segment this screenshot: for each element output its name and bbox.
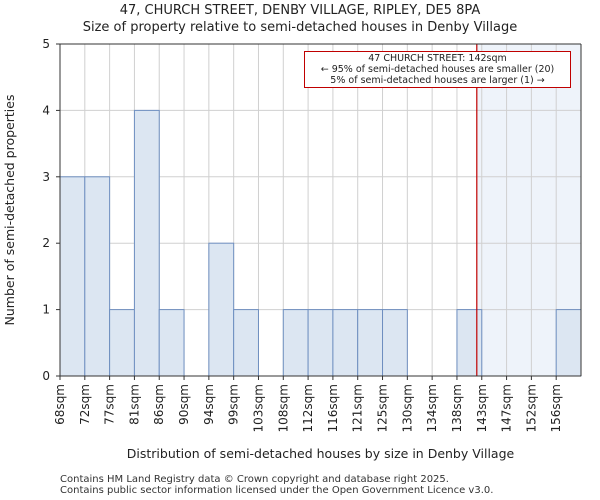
x-tick-label: 72sqm (78, 384, 92, 425)
y-tick-label: 5 (42, 37, 50, 51)
bar-156sqm (555, 309, 582, 377)
bar-121sqm (357, 309, 384, 377)
chart-title-line2: Size of property relative to semi-detach… (82, 20, 518, 35)
y-tick-label: 2 (42, 236, 50, 250)
bar-68sqm (59, 176, 86, 377)
x-tick-label: 147sqm (500, 384, 514, 432)
x-tick-label: 103sqm (251, 384, 265, 432)
bar-125sqm (382, 309, 408, 377)
x-tick-label: 94sqm (202, 384, 216, 425)
bar-112sqm (307, 309, 334, 377)
x-tick-label: 116sqm (326, 384, 340, 432)
property-annotation-box: 47 CHURCH STREET: 142sqm ← 95% of semi-d… (304, 51, 571, 88)
x-tick-label: 152sqm (524, 384, 538, 432)
x-tick-label: 138sqm (450, 384, 464, 432)
x-tick-label: 68sqm (53, 384, 67, 425)
x-tick-label: 86sqm (152, 384, 166, 425)
footer-licence: Contains public sector information licen… (60, 485, 494, 496)
x-tick-label: 143sqm (475, 384, 489, 432)
x-tick-label: 121sqm (351, 384, 365, 432)
bar-99sqm (233, 309, 259, 377)
x-tick-label: 108sqm (276, 384, 290, 432)
chart-title-line1: 47, CHURCH STREET, DENBY VILLAGE, RIPLEY… (119, 3, 481, 18)
bar-81sqm (133, 109, 160, 377)
bar-72sqm (84, 176, 111, 377)
x-tick-label: 130sqm (400, 384, 414, 432)
y-tick-label: 3 (42, 170, 50, 184)
y-tick-label: 1 (42, 303, 50, 317)
bar-86sqm (158, 309, 185, 377)
x-tick-label: 134sqm (425, 384, 439, 432)
annotation-line3: 5% of semi-detached houses are larger (1… (330, 75, 545, 86)
bar-138sqm (456, 309, 483, 377)
bar-77sqm (109, 309, 135, 377)
x-tick-label: 81sqm (127, 384, 141, 425)
footer-copyright: Contains HM Land Registry data © Crown c… (60, 474, 449, 485)
x-tick-label: 90sqm (177, 384, 191, 425)
x-tick-label: 77sqm (103, 384, 117, 425)
x-tick-label: 125sqm (376, 384, 390, 432)
annotation-line2: ← 95% of semi-detached houses are smalle… (320, 64, 555, 75)
x-axis-title: Distribution of semi-detached houses by … (127, 446, 515, 461)
x-tick-label: 156sqm (549, 384, 563, 432)
x-tick-label: 112sqm (301, 384, 315, 432)
bar-116sqm (332, 309, 359, 377)
y-tick-label: 0 (42, 369, 50, 383)
x-tick-label: 99sqm (227, 384, 241, 425)
annotation-line1: 47 CHURCH STREET: 142sqm (368, 53, 507, 64)
bar-108sqm (282, 309, 309, 377)
y-tick-label: 4 (42, 103, 50, 117)
bar-chart: 0 1 2 3 4 5 68sqm 72sqm 77sqm 81sqm 86sqm 90sqm 94sq… (2, 37, 582, 461)
y-axis-title: Number of semi-detached properties (2, 95, 17, 326)
bar-94sqm (208, 242, 235, 377)
